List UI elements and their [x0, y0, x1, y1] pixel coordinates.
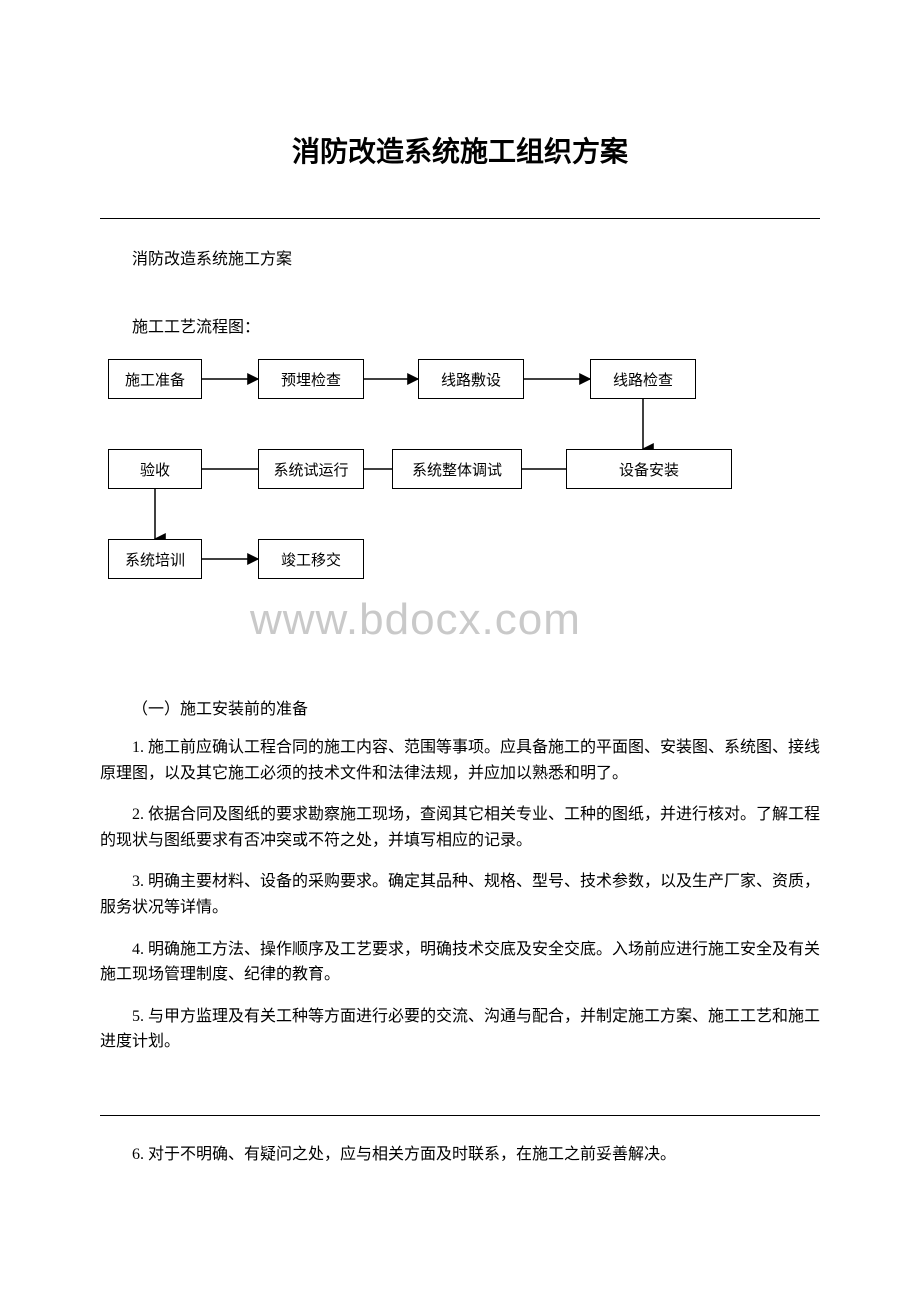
flowchart-caption: 施工工艺流程图：	[100, 313, 820, 337]
flowchart-node: 设备安装	[566, 449, 732, 489]
section2-para-1: 6. 对于不明确、有疑问之处，应与相关方面及时联系，在施工之前妥善解决。	[100, 1142, 820, 1168]
section1-para-4: 4. 明确施工方法、操作顺序及工艺要求，明确技术交底及安全交底。入场前应进行施工…	[100, 937, 820, 988]
flowchart-node: 施工准备	[108, 359, 202, 399]
flowchart-node: 系统培训	[108, 539, 202, 579]
section1-para-5: 5. 与甲方监理及有关工种等方面进行必要的交流、沟通与配合，并制定施工方案、施工…	[100, 1004, 820, 1055]
flowchart-node: 竣工移交	[258, 539, 364, 579]
flowchart-node: 系统试运行	[258, 449, 364, 489]
divider-top	[100, 218, 820, 219]
section1-para-1: 1. 施工前应确认工程合同的施工内容、范围等事项。应具备施工的平面图、安装图、系…	[100, 735, 820, 786]
section1-para-3: 3. 明确主要材料、设备的采购要求。确定其品种、规格、型号、技术参数，以及生产厂…	[100, 869, 820, 920]
section1-para-2: 2. 依据合同及图纸的要求勘察施工现场，查阅其它相关专业、工种的图纸，并进行核对…	[100, 802, 820, 853]
flowchart-node: 预埋检查	[258, 359, 364, 399]
flowchart-node: 验收	[108, 449, 202, 489]
flowchart-node: 线路检查	[590, 359, 696, 399]
divider-mid	[100, 1115, 820, 1116]
flowchart-node: 线路敷设	[418, 359, 524, 399]
page-title: 消防改造系统施工组织方案	[100, 130, 820, 170]
subtitle: 消防改造系统施工方案	[100, 245, 820, 269]
section1-heading: （一）施工安装前的准备	[100, 695, 820, 719]
flowchart-node: 系统整体调试	[392, 449, 522, 489]
flowchart: 施工准备 预埋检查 线路敷设 线路检查验收 系统试运行系统整体调试 设备安装系统培训 竣工移…	[100, 355, 820, 645]
